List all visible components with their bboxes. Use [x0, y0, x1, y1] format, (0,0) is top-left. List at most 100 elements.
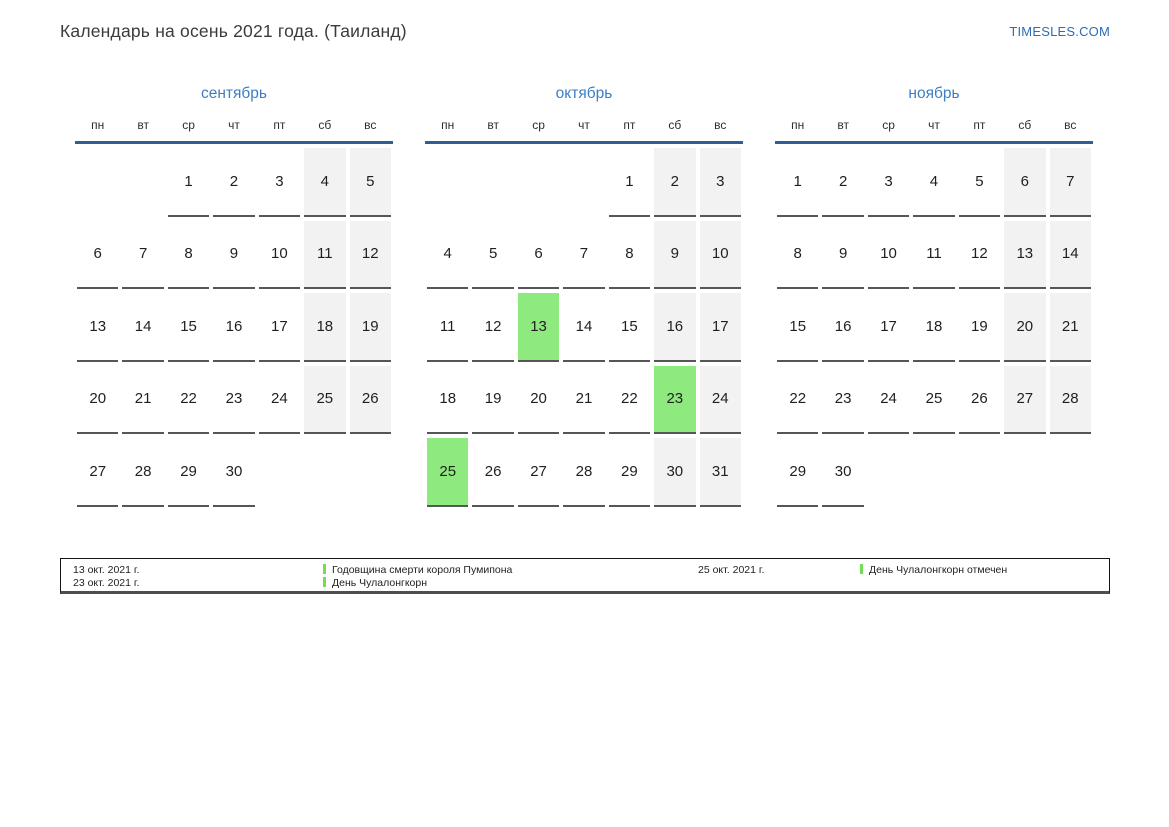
day-cell: 8	[775, 217, 820, 289]
empty-day-cell	[561, 144, 606, 217]
weekday-label: ср	[182, 118, 195, 132]
holiday-day: 25	[427, 438, 469, 507]
day-cell: 2	[211, 144, 256, 217]
legend-marker-icon	[323, 577, 326, 587]
day-number: 7	[122, 221, 164, 289]
day-cell: 15	[775, 289, 820, 362]
day-number: 20	[517, 366, 560, 434]
day-cell: 8	[166, 217, 211, 289]
weekday-label: вт	[837, 118, 849, 132]
empty-day-cell	[866, 434, 911, 507]
day-cell: 18	[911, 289, 956, 362]
day-cell: 14	[1048, 217, 1093, 289]
day-cell: 14	[120, 289, 165, 362]
day-cell: 13	[75, 289, 120, 362]
weekday-header: пн вт ср чт пт сб вс	[775, 118, 1093, 144]
weekday-label: пт	[623, 118, 636, 132]
day-cell: 16	[652, 289, 697, 362]
empty-day-cell	[120, 144, 165, 217]
weekday-label: чт	[928, 118, 940, 132]
day-cell: 17	[698, 289, 743, 362]
day-number: 15	[777, 293, 819, 362]
calendar-week-row: 8 9 10 11 12 13 14	[775, 217, 1093, 289]
day-cell: 10	[257, 217, 302, 289]
day-cell: 3	[257, 144, 302, 217]
day-cell: 16	[820, 289, 865, 362]
day-number: 21	[563, 366, 605, 434]
day-number: 3	[258, 148, 301, 217]
day-cell: 22	[166, 362, 211, 434]
day-cell: 1	[166, 144, 211, 217]
day-number: 11	[913, 221, 955, 289]
empty-day-cell	[302, 434, 347, 507]
day-cell: 21	[561, 362, 606, 434]
day-number: 21	[122, 366, 164, 434]
day-cell: 24	[257, 362, 302, 434]
empty-day	[77, 148, 118, 217]
day-number: 22	[167, 366, 210, 434]
calendar-week-row: 11 12 13 14 15 16 17	[425, 289, 743, 362]
day-number: 15	[167, 293, 210, 362]
day-number: 6	[1004, 148, 1046, 217]
empty-day-cell	[1002, 434, 1047, 507]
day-cell: 6	[75, 217, 120, 289]
day-number: 1	[777, 148, 819, 217]
day-number: 7	[563, 221, 605, 289]
calendar-week-row: 6 7 8 9 10 11 12	[75, 217, 393, 289]
day-number: 17	[258, 293, 301, 362]
empty-day	[563, 148, 604, 217]
weekday-label: ср	[532, 118, 545, 132]
day-number: 14	[563, 293, 605, 362]
empty-day	[259, 438, 300, 507]
day-cell: 8	[607, 217, 652, 289]
day-number: 23	[213, 366, 255, 434]
site-link[interactable]: TIMESLES.COM	[1009, 24, 1110, 39]
day-cell: 28	[1048, 362, 1093, 434]
day-cell: 10	[866, 217, 911, 289]
legend-item: День Чулалонгкорн отмечен	[860, 564, 1007, 576]
empty-day	[304, 438, 345, 507]
day-cell: 10	[698, 217, 743, 289]
day-number: 18	[304, 293, 346, 362]
day-cell: 26	[957, 362, 1002, 434]
day-cell: 18	[425, 362, 470, 434]
day-cell: 21	[1048, 289, 1093, 362]
calendar-week-row: 20 21 22 23 24 25 26	[75, 362, 393, 434]
day-number: 16	[213, 293, 255, 362]
page-title: Календарь на осень 2021 года. (Таиланд)	[60, 21, 407, 41]
empty-day-cell	[348, 434, 393, 507]
day-cell: 25	[425, 434, 470, 507]
day-number: 22	[777, 366, 819, 434]
day-number: 4	[913, 148, 955, 217]
day-cell: 29	[775, 434, 820, 507]
day-number: 16	[822, 293, 864, 362]
empty-day-cell	[957, 434, 1002, 507]
weekday-label: сб	[318, 118, 332, 132]
legend-date: 13 окт. 2021 г.	[73, 564, 140, 576]
day-number: 29	[777, 438, 819, 507]
day-cell: 31	[698, 434, 743, 507]
day-cell: 20	[75, 362, 120, 434]
day-cell: 4	[302, 144, 347, 217]
calendar-week-row: 13 14 15 16 17 18 19	[75, 289, 393, 362]
day-cell: 20	[1002, 289, 1047, 362]
day-number: 5	[349, 148, 391, 217]
calendar-week-row: 25 26 27 28 29 30 31	[425, 434, 743, 507]
day-cell: 13	[1002, 217, 1047, 289]
month-grid: 1 2 3 4 5 6 7 8 9 10 11 12 13 14 15 16 17 18 19 20 21 22 23 24 2…	[425, 144, 743, 507]
day-number: 24	[867, 366, 910, 434]
weekday-label: вс	[714, 118, 727, 132]
empty-day-cell	[257, 434, 302, 507]
day-number: 2	[213, 148, 255, 217]
day-number: 31	[699, 438, 741, 507]
calendar-week-row: 27 28 29 30	[75, 434, 393, 507]
day-number: 14	[1049, 220, 1091, 289]
weekday-label: чт	[228, 118, 240, 132]
day-number: 1	[167, 148, 210, 217]
day-number: 30	[654, 438, 696, 507]
month-november: ноябрь пн вт ср чт пт сб вс 1 2 3 4 5 6 7 8 9 10 11 12 13 1…	[775, 85, 1093, 507]
day-cell: 30	[652, 434, 697, 507]
empty-day-cell	[516, 144, 561, 217]
day-number: 24	[699, 365, 741, 434]
